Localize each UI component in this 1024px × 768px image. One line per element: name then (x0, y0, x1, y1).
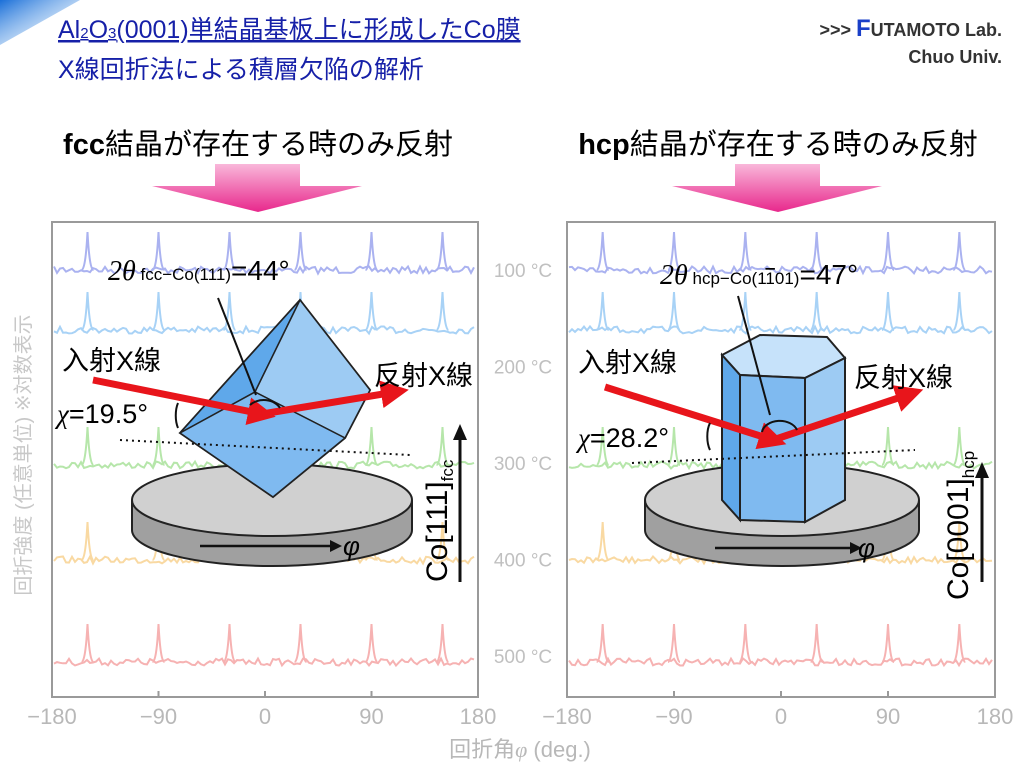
peak (80, 623, 95, 663)
peak (80, 521, 95, 561)
peak (435, 623, 450, 663)
trace-background (53, 656, 475, 668)
peak (667, 623, 681, 663)
y-axis-label: 回折強度 (任意単位) ※対数表示 (12, 314, 35, 595)
x-tick-label: −90 (140, 704, 177, 729)
x-tick-label: 180 (460, 704, 497, 729)
x-tick-label: 180 (977, 704, 1014, 729)
peak (293, 231, 308, 271)
axis-direction-label: Co[111]fcc (421, 459, 457, 582)
peak (364, 426, 379, 466)
peak (151, 231, 166, 271)
peak (810, 623, 824, 663)
temperature-label: 200 °C (494, 358, 552, 379)
hcp-illustration (603, 295, 989, 582)
reflected-label: 反射X線 (374, 361, 473, 391)
x-tick-label: 90 (359, 704, 383, 729)
title-line1: Al2O3(0001)単結晶基板上に形成したCo膜 (58, 16, 521, 44)
peak (80, 231, 95, 271)
peak (952, 521, 966, 561)
reflected-label: 反射X線 (854, 363, 953, 393)
two-theta-label: 2θ hcp−Co(1101)=47° (660, 259, 858, 291)
chi-label: χ=28.2° (575, 423, 669, 453)
peak (364, 291, 379, 331)
peak (810, 231, 824, 271)
peak (151, 623, 166, 663)
x-tick-label: −180 (27, 704, 77, 729)
incident-label: 入射X線 (62, 346, 161, 376)
peak (952, 231, 966, 271)
peak (738, 623, 752, 663)
two-theta-label: 2θ fcc−Co(111)=44° (108, 255, 290, 287)
phi-label: φ (343, 531, 360, 561)
peak (596, 521, 610, 561)
trace-background (568, 264, 993, 276)
peak (596, 291, 610, 331)
peak (881, 623, 895, 663)
peak (952, 426, 966, 466)
peak (596, 231, 610, 271)
peak (364, 623, 379, 663)
fcc-illustration (92, 297, 467, 582)
university: Chuo Univ. (908, 47, 1002, 67)
peak (667, 426, 681, 466)
x-tick-label: −90 (655, 704, 692, 729)
x-axis-label: 回折角φ (deg.) (449, 737, 591, 762)
trace-background (53, 264, 475, 276)
temperature-label: 100 °C (494, 261, 552, 282)
axis-direction-label: Co[0001]hcp (942, 451, 978, 600)
peak (80, 426, 95, 466)
trace-background (53, 324, 475, 336)
peak (596, 623, 610, 663)
peak (667, 231, 681, 271)
phi-label: φ (858, 533, 875, 563)
peak (151, 426, 166, 466)
peak (222, 231, 237, 271)
peak (222, 623, 237, 663)
panel-heading: fcc結晶が存在する時のみ反射 (63, 128, 453, 161)
peak (738, 291, 752, 331)
x-tick-label: −180 (542, 704, 592, 729)
trace-background (568, 324, 993, 335)
x-tick-label: 0 (259, 704, 271, 729)
peak (881, 231, 895, 271)
peak (435, 291, 450, 331)
peak (293, 623, 308, 663)
down-arrow (672, 164, 882, 212)
x-tick-label: 90 (876, 704, 900, 729)
chi-label: χ=19.5° (54, 399, 148, 429)
temperature-label: 500 °C (494, 647, 552, 668)
peak (222, 291, 237, 331)
corner-decoration (0, 0, 80, 45)
peak (881, 291, 895, 331)
peak (952, 623, 966, 663)
panel-heading: hcp結晶が存在する時のみ反射 (578, 128, 978, 161)
peak (952, 291, 966, 331)
peak (596, 426, 610, 466)
peak (810, 291, 824, 331)
peak (80, 291, 95, 331)
trace-background (568, 656, 993, 668)
temperature-label: 300 °C (494, 454, 552, 475)
temperature-label: 400 °C (494, 551, 552, 572)
peak (435, 231, 450, 271)
x-tick-label: 0 (775, 704, 787, 729)
peak (435, 426, 450, 466)
title-line2: X線回折法による積層欠陥の解析 (58, 56, 424, 84)
incident-label: 入射X線 (578, 348, 677, 378)
traces (53, 231, 993, 668)
peak (738, 231, 752, 271)
peak (435, 521, 450, 561)
peak (364, 231, 379, 271)
peak (667, 291, 681, 331)
peak (881, 426, 895, 466)
peak (151, 291, 166, 331)
down-arrow (152, 164, 362, 212)
lab-name: >>> FUTAMOTO Lab. (819, 15, 1002, 42)
